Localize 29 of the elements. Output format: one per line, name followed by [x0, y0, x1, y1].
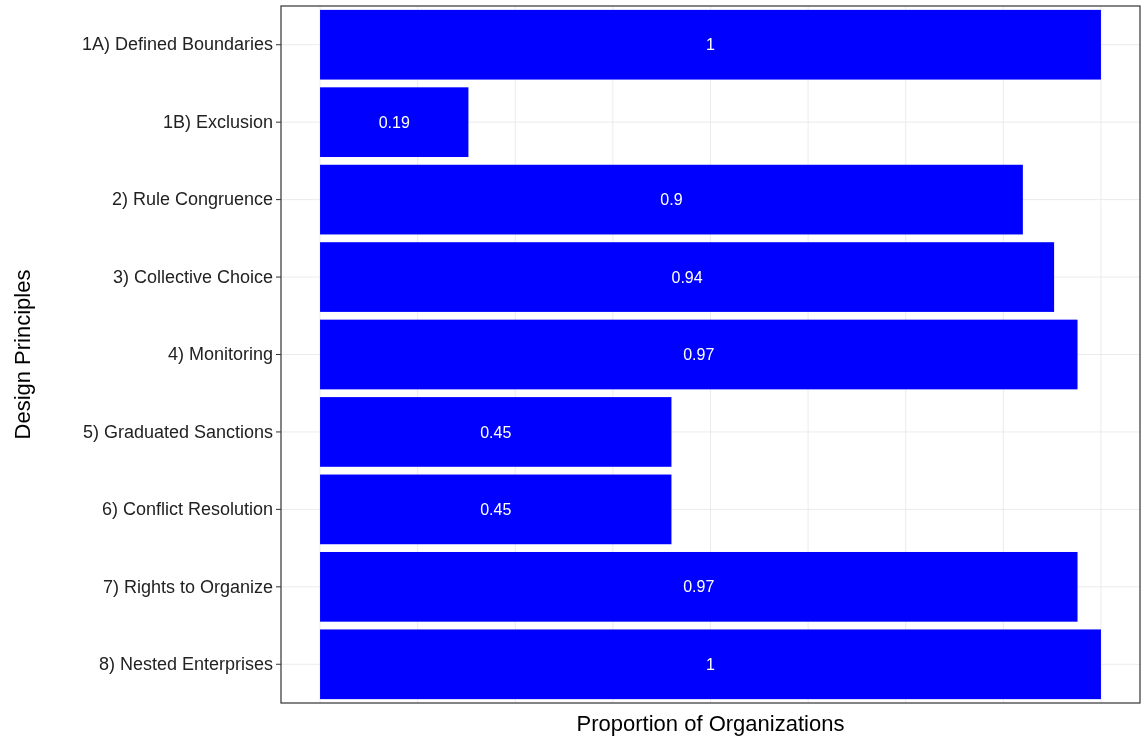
y-tick-label: 3) Collective Choice [112, 266, 273, 287]
data-label: 0.94 [671, 268, 703, 286]
data-label: 0.9 [660, 191, 683, 209]
data-label: 1 [706, 36, 716, 54]
bar [320, 551, 1078, 622]
data-label: 0.19 [378, 113, 410, 131]
y-tick-label: 1B) Exclusion [162, 111, 273, 132]
data-label: 0.97 [683, 578, 715, 596]
y-tick-label: 4) Monitoring [167, 344, 273, 365]
y-tick-label: 6) Conflict Resolution [101, 499, 273, 520]
data-label: 1 [706, 655, 716, 673]
bar [320, 397, 672, 467]
bar [320, 9, 1101, 80]
x-axis-title: Proportion of Organizations [576, 711, 845, 736]
data-label: 0.45 [480, 423, 512, 441]
bar [320, 87, 469, 158]
y-tick-label: 2) Rule Congruence [111, 189, 273, 210]
y-tick-label: 5) Graduated Sanctions [82, 421, 273, 442]
bar [320, 164, 1023, 235]
bar [320, 319, 1078, 390]
data-label: 0.45 [480, 500, 512, 518]
y-axis-title: Design Principles [10, 269, 35, 440]
bar [320, 629, 1101, 700]
y-tick-label: 7) Rights to Organize [102, 576, 273, 597]
bar [320, 474, 672, 545]
y-tick-label: 8) Nested Enterprises [98, 654, 273, 675]
y-tick-label: 1A) Defined Boundaries [81, 34, 273, 55]
bar [320, 242, 1055, 312]
data-label: 0.97 [683, 346, 715, 364]
